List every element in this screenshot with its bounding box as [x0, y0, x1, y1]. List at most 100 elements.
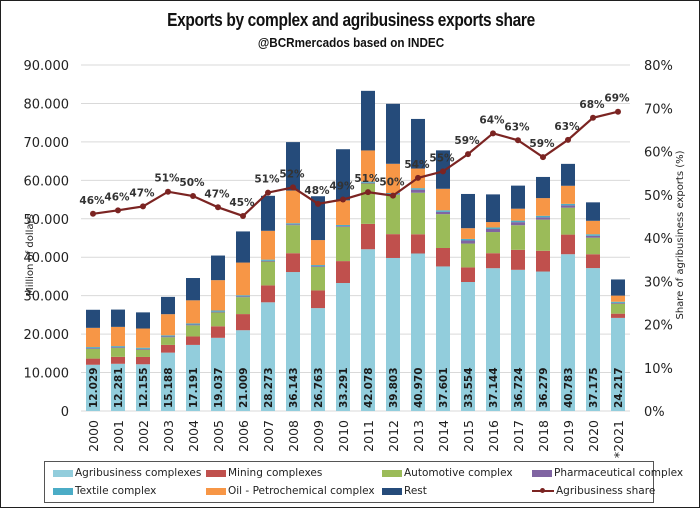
- bar-segment-pharmaceutical-complex: [236, 296, 250, 298]
- bar-segment-mining-complexes: [211, 326, 225, 338]
- bar-segment-agribusiness-complexes: [86, 364, 100, 411]
- bar-segment-rest: [186, 278, 200, 301]
- y2-tick-label: 60%: [644, 146, 673, 161]
- bar-segment-textile-complex: [261, 259, 275, 261]
- x-tick-label: 2012: [386, 420, 401, 452]
- bar-stack-2011: [361, 90, 375, 411]
- legend-item-pharmaceutical-complex: Pharmaceutical complex: [532, 466, 683, 480]
- bar-segment-automotive-complex: [236, 297, 250, 315]
- x-tick-label: 2005: [211, 420, 226, 452]
- legend-swatch: [53, 487, 73, 495]
- x-tick-label: 2000: [86, 420, 101, 452]
- share-point: [515, 137, 521, 144]
- bar-segment-rest: [611, 279, 625, 296]
- y2-tick-label: 20%: [644, 319, 673, 334]
- legend-item-oil-petrochemical-complex: Oil - Petrochemical complex: [206, 484, 375, 498]
- bar-segment-pharmaceutical-complex: [86, 348, 100, 349]
- bar-segment-oil-petrochemical-complex: [136, 328, 150, 348]
- legend-swatch: [206, 487, 226, 495]
- bar-segment-pharmaceutical-complex: [436, 211, 450, 215]
- bar-segment-textile-complex: [286, 223, 300, 225]
- bar-value-label: 36.724: [513, 367, 525, 408]
- bar-value-label: 12.155: [138, 367, 150, 408]
- share-point: [340, 196, 346, 203]
- x-tick-label: 2001: [111, 420, 126, 452]
- y-tick-label: 20.000: [24, 328, 70, 343]
- bar-segment-oil-petrochemical-complex: [111, 326, 125, 347]
- bar-value-label: 37.175: [588, 367, 600, 408]
- share-point: [265, 189, 271, 196]
- x-tick-label: 2008: [286, 420, 301, 452]
- bar-value-label: 26.763: [313, 367, 325, 408]
- bar-segment-automotive-complex: [161, 337, 175, 345]
- bar-segment-agribusiness-complexes: [611, 317, 625, 411]
- x-tick-label: 2006: [236, 420, 251, 452]
- bar-value-label: 33.291: [338, 367, 350, 408]
- bar-segment-rest: [311, 196, 325, 241]
- bar-segment-textile-complex: [461, 238, 475, 241]
- bar-stack-2015: [461, 193, 475, 411]
- bar-segment-automotive-complex: [261, 261, 275, 286]
- legend-swatch: [53, 469, 73, 477]
- bar-segment-pharmaceutical-complex: [286, 224, 300, 226]
- bar-value-label: 36.279: [538, 367, 550, 408]
- bar-stack-2012: [386, 103, 400, 411]
- bar-segment-agribusiness-complexes: [461, 282, 475, 411]
- share-point: [115, 207, 121, 214]
- legend-label: Mining complexes: [228, 467, 323, 479]
- bar-segment-rest: [211, 255, 225, 281]
- legend-item-agribusiness-complexes: Agribusiness complexes: [53, 466, 201, 480]
- y-tick-label: 10.000: [24, 367, 70, 382]
- bar-segment-textile-complex: [536, 215, 550, 218]
- bar-segment-mining-complexes: [586, 254, 600, 269]
- y2-axis-title: Share of agribusiness exports (%): [675, 150, 686, 319]
- bar-segment-textile-complex: [336, 224, 350, 227]
- legend-swatch: [382, 469, 402, 477]
- bar-segment-oil-petrochemical-complex: [336, 200, 350, 225]
- legend-label: Automotive complex: [404, 467, 513, 479]
- bar-value-label: 40.783: [563, 367, 575, 408]
- bar-segment-agribusiness-complexes: [336, 283, 350, 411]
- share-label: 47%: [204, 188, 230, 200]
- bar-value-label: 36.143: [288, 367, 300, 408]
- share-point: [140, 203, 146, 210]
- legend-label: Agribusiness complexes: [75, 467, 202, 479]
- bar-value-label: 15.188: [163, 367, 175, 408]
- share-label: 59%: [529, 138, 555, 150]
- bar-segment-mining-complexes: [611, 313, 625, 318]
- bar-segment-rest: [461, 193, 475, 229]
- bar-segment-mining-complexes: [136, 356, 150, 365]
- bar-segment-mining-complexes: [236, 314, 250, 331]
- share-label: 48%: [304, 185, 330, 197]
- bar-segment-textile-complex: [236, 295, 250, 297]
- share-labels: 46% 46% 47%51% 50%47%45%51% 52%48% 49%51% 50%5…: [79, 93, 630, 209]
- bar-stack-2004: [186, 278, 200, 411]
- bar-segment-pharmaceutical-complex: [536, 217, 550, 220]
- bar-stack-2001: [111, 309, 125, 411]
- bar-stack-2021: [611, 279, 625, 411]
- bar-segment-agribusiness-complexes: [111, 363, 125, 411]
- bar-segment-rest: [161, 296, 175, 315]
- bars: [86, 90, 625, 411]
- bar-stack-2007: [261, 195, 275, 411]
- y2-tick-label: 70%: [644, 102, 673, 117]
- legend-swatch: [382, 487, 402, 495]
- bar-segment-mining-complexes: [486, 253, 500, 269]
- share-label: 54%: [404, 159, 430, 171]
- bar-segment-oil-petrochemical-complex: [211, 280, 225, 311]
- bar-value-label: 28.273: [263, 367, 275, 408]
- bar-segment-mining-complexes: [336, 261, 350, 284]
- bar-stack-2005: [211, 255, 225, 411]
- share-label: 51%: [254, 174, 280, 186]
- bar-segment-oil-petrochemical-complex: [386, 163, 400, 194]
- bar-segment-pharmaceutical-complex: [161, 336, 175, 338]
- share-point: [240, 212, 246, 219]
- share-label: 55%: [429, 152, 455, 164]
- bar-stack-2002: [136, 312, 150, 411]
- bar-segment-rest: [411, 118, 425, 169]
- bar-segment-agribusiness-complexes: [161, 352, 175, 411]
- bar-segment-textile-complex: [561, 203, 575, 206]
- bar-segment-pharmaceutical-complex: [411, 189, 425, 193]
- chart-subtitle: @BCRmercados based on INDEC: [257, 35, 445, 50]
- bar-segment-mining-complexes: [111, 356, 125, 364]
